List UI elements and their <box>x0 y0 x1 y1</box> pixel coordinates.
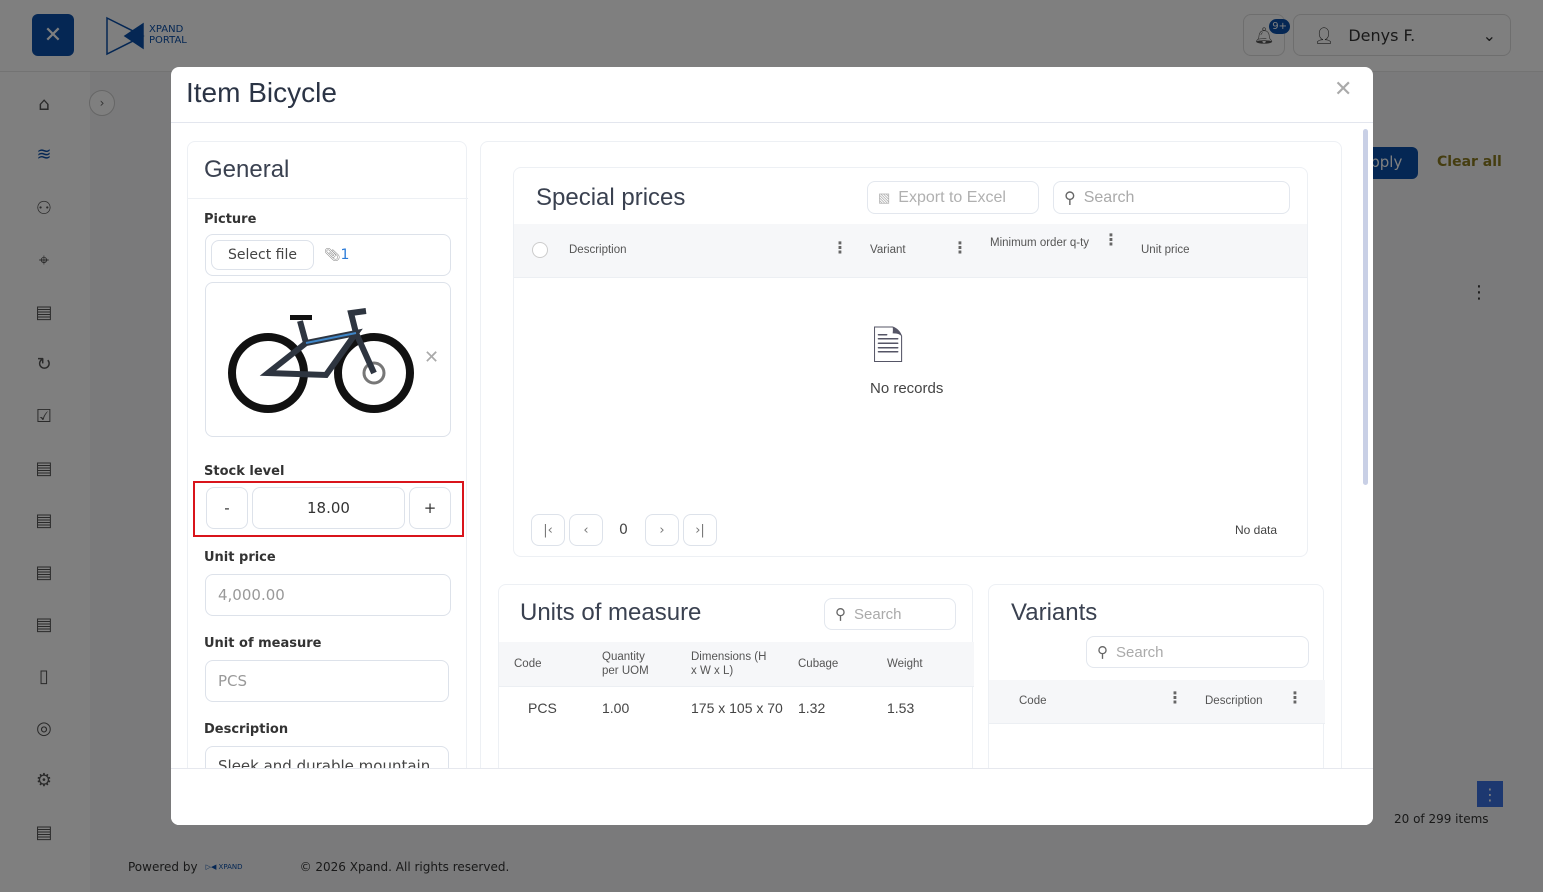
attachment-count[interactable]: 1 <box>340 247 350 263</box>
picture-input: Select file 📎︎ 1 <box>205 234 451 276</box>
next-page-button[interactable]: › <box>645 514 679 546</box>
unit-price-input[interactable]: 4,000.00 <box>205 574 451 616</box>
search-icon: ⚲ <box>1097 644 1108 661</box>
uom-header: Code Quantity per UOM Dimensions (H x W … <box>499 642 974 687</box>
bicycle-image <box>228 308 414 413</box>
empty-state-text: No records <box>870 380 944 397</box>
column-menu-icon[interactable]: ⋮ <box>952 238 968 257</box>
modal-title: Item Bicycle <box>186 77 337 108</box>
column-variant[interactable]: Variant <box>870 244 906 256</box>
last-page-button[interactable]: ›| <box>683 514 717 546</box>
column-unit-price[interactable]: Unit price <box>1141 244 1190 256</box>
select-file-button[interactable]: Select file <box>211 240 314 270</box>
column-menu-icon[interactable]: ⋮ <box>1167 688 1183 707</box>
paperclip-icon: 📎︎ <box>323 247 341 263</box>
column-menu-icon[interactable]: ⋮ <box>832 238 848 257</box>
decrement-button[interactable]: - <box>206 487 248 529</box>
column-menu-icon[interactable]: ⋮ <box>1103 230 1119 249</box>
search-icon: ⚲ <box>835 606 846 623</box>
remove-picture-icon[interactable]: ✕ <box>424 347 440 368</box>
general-title: General <box>204 156 290 183</box>
stock-level-highlight <box>193 481 464 537</box>
variants-header: Code ⋮ Description ⋮ <box>989 680 1325 724</box>
page-number: 0 <box>619 522 628 538</box>
first-page-button[interactable]: |‹ <box>531 514 565 546</box>
no-records-icon: 🗎︎ <box>872 324 905 370</box>
select-all-checkbox[interactable] <box>532 242 548 258</box>
special-prices-search[interactable]: ⚲ Search <box>1053 181 1290 214</box>
export-to-excel-button[interactable]: ▧ Export to Excel <box>867 181 1039 214</box>
modal-footer <box>171 768 1373 825</box>
special-prices-header: Description ⋮ Variant ⋮ Minimum order q-… <box>514 224 1307 278</box>
increment-button[interactable]: + <box>409 487 451 529</box>
variants-search[interactable]: ⚲ Search <box>1086 636 1309 668</box>
column-menu-icon[interactable]: ⋮ <box>1287 688 1303 707</box>
modal-scrollbar[interactable] <box>1363 129 1368 485</box>
uom-search[interactable]: ⚲ Search <box>824 598 956 630</box>
search-icon: ⚲ <box>1064 189 1076 207</box>
general-card: General Picture Select file 📎︎ 1 ✕ Stock… <box>187 141 468 825</box>
table-row[interactable]: PCS 1.00 175 x 105 x 70 1.32 1.53 <box>528 700 915 716</box>
excel-icon: ▧ <box>878 189 891 205</box>
prev-page-button[interactable]: ‹ <box>569 514 603 546</box>
close-icon[interactable]: ✕ <box>1334 77 1353 102</box>
column-min-order-qty[interactable]: Minimum order q-ty <box>990 237 1090 249</box>
stock-level-input[interactable]: 18.00 <box>252 487 405 529</box>
item-modal: Item Bicycle ✕ General Picture Select fi… <box>171 67 1373 825</box>
header-divider <box>171 122 1373 123</box>
picture-preview: ✕ <box>205 282 451 437</box>
unit-of-measure-input[interactable]: PCS <box>205 660 449 702</box>
column-description[interactable]: Description <box>569 244 627 256</box>
pager-status: No data <box>1235 523 1278 537</box>
special-prices-card: Special prices ▧ Export to Excel ⚲ Search … <box>513 167 1308 557</box>
